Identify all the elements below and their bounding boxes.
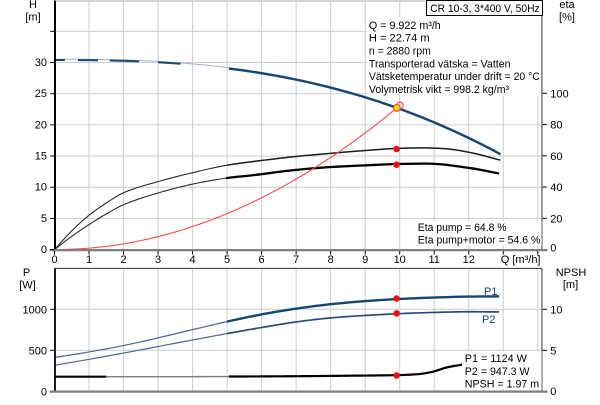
svg-text:1000: 1000 — [23, 304, 47, 316]
svg-text:10: 10 — [35, 182, 47, 194]
svg-text:[W]: [W] — [19, 279, 36, 291]
svg-text:0: 0 — [41, 244, 47, 256]
svg-text:Q [m³/h]: Q [m³/h] — [501, 254, 541, 266]
svg-text:10: 10 — [394, 254, 406, 266]
svg-text:7: 7 — [293, 254, 299, 266]
svg-text:Volymetrisk vikt = 998.2 kg/m³: Volymetrisk vikt = 998.2 kg/m³ — [369, 84, 509, 96]
svg-text:P2: P2 — [482, 314, 495, 326]
svg-text:500: 500 — [29, 346, 47, 358]
svg-text:20: 20 — [550, 213, 562, 225]
svg-text:80: 80 — [550, 120, 562, 132]
svg-text:40: 40 — [550, 182, 562, 194]
svg-text:0: 0 — [41, 386, 47, 398]
svg-text:20: 20 — [35, 119, 47, 131]
svg-text:11: 11 — [429, 254, 440, 266]
svg-text:8: 8 — [328, 254, 334, 266]
svg-text:5: 5 — [550, 345, 556, 357]
svg-text:Eta pump+motor = 54.6 %: Eta pump+motor = 54.6 % — [418, 234, 541, 246]
svg-text:eta: eta — [559, 0, 575, 11]
svg-text:9: 9 — [362, 254, 368, 266]
svg-text:Vätsketemperatur under drift =: Vätsketemperatur under drift = 20 °C — [369, 71, 540, 83]
svg-text:100: 100 — [550, 88, 568, 100]
svg-text:Eta pump = 64.8 %: Eta pump = 64.8 % — [418, 222, 507, 234]
svg-text:Q = 9.922 m³/h: Q = 9.922 m³/h — [369, 20, 441, 32]
svg-text:2: 2 — [120, 254, 126, 266]
svg-text:P: P — [23, 267, 30, 279]
svg-text:0: 0 — [550, 243, 556, 255]
svg-text:CR 10-3, 3*400 V, 50Hz: CR 10-3, 3*400 V, 50Hz — [430, 3, 540, 15]
svg-text:5: 5 — [41, 213, 47, 225]
svg-text:6: 6 — [259, 254, 265, 266]
svg-text:12: 12 — [463, 254, 475, 266]
svg-text:25: 25 — [35, 88, 47, 100]
svg-text:P1 = 1124 W: P1 = 1124 W — [465, 353, 528, 365]
svg-text:[m]: [m] — [563, 279, 578, 291]
svg-text:n = 2880 rpm: n = 2880 rpm — [369, 46, 431, 58]
svg-text:5: 5 — [224, 254, 230, 266]
svg-text:H = 22.74 m: H = 22.74 m — [369, 33, 430, 45]
svg-text:1: 1 — [86, 254, 92, 266]
svg-text:15: 15 — [35, 150, 47, 162]
svg-text:10: 10 — [550, 304, 562, 316]
svg-text:P2 = 947.3 W: P2 = 947.3 W — [465, 366, 530, 378]
svg-text:NPSH: NPSH — [556, 267, 587, 279]
svg-text:3: 3 — [155, 254, 161, 266]
svg-text:0: 0 — [550, 386, 556, 398]
svg-text:Transporterad vätska = Vatten: Transporterad vätska = Vatten — [369, 58, 511, 70]
svg-text:0: 0 — [51, 254, 57, 266]
svg-text:NPSH = 1.97 m: NPSH = 1.97 m — [465, 378, 539, 390]
svg-text:H: H — [29, 0, 37, 11]
svg-text:30: 30 — [35, 57, 47, 69]
svg-text:[%]: [%] — [559, 11, 575, 23]
svg-text:4: 4 — [190, 254, 196, 266]
svg-text:60: 60 — [550, 151, 562, 163]
svg-text:P1: P1 — [484, 286, 497, 298]
svg-text:[m]: [m] — [25, 11, 40, 23]
